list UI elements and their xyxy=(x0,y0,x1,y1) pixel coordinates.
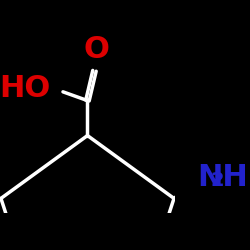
Text: NH: NH xyxy=(198,163,248,192)
Text: HO: HO xyxy=(0,74,51,103)
Text: 2: 2 xyxy=(211,171,224,190)
Text: O: O xyxy=(83,35,109,64)
